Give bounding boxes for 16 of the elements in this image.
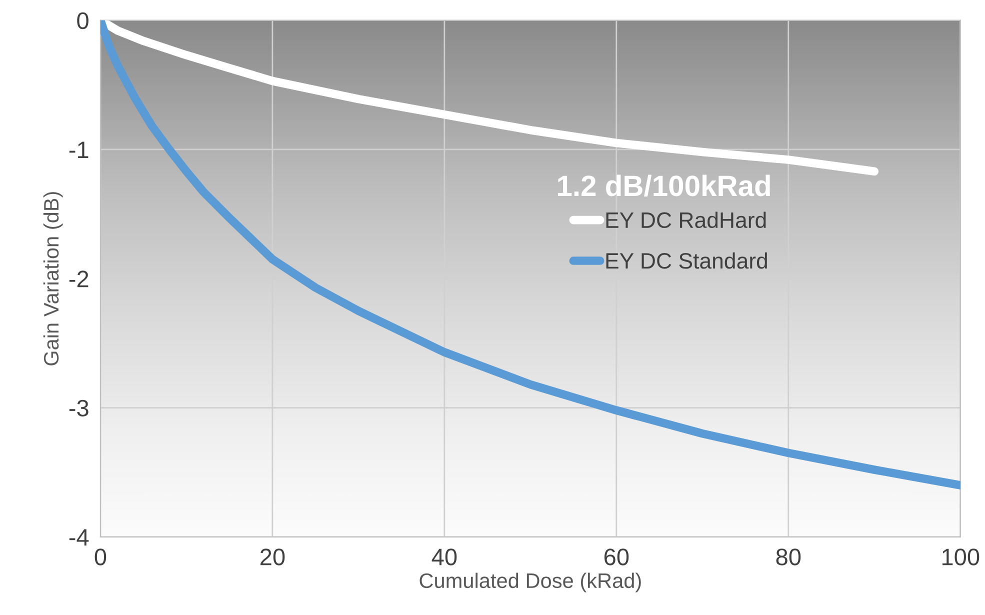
y-axis-title: Gain Variation (dB): [43, 192, 63, 366]
x-tick-label: 40: [432, 548, 457, 566]
legend-label: EY DC Standard: [606, 252, 767, 269]
x-tick-label: 100: [942, 548, 980, 566]
x-tick-label: 80: [776, 548, 801, 566]
x-axis-title: Cumulated Dose (kRad): [420, 572, 641, 592]
y-tick-label: 0: [77, 12, 88, 30]
y-tick-label: -4: [69, 529, 89, 546]
x-tick-label: 60: [604, 548, 629, 566]
x-tick-label: 20: [260, 548, 285, 566]
legend-label: EY DC RadHard: [606, 212, 766, 228]
y-tick-label: -2: [69, 270, 88, 288]
x-tick-label: 0: [94, 548, 106, 566]
annotation: 1.2 dB/100kRad: [558, 174, 770, 197]
y-tick-label: -1: [69, 142, 88, 158]
y-tick-label: -3: [69, 400, 88, 417]
